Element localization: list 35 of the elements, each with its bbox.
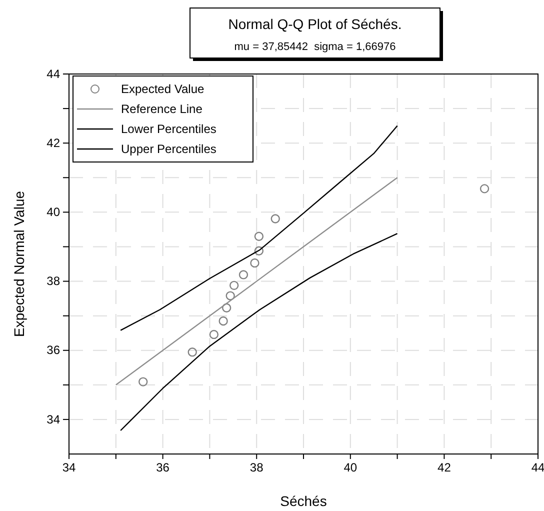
y-tick-label: 40 (46, 205, 60, 220)
legend-label: Expected Value (121, 82, 204, 96)
x-tick-label: 44 (531, 460, 544, 475)
chart-subtitle: mu = 37,85442 sigma = 1,66976 (234, 41, 396, 53)
legend-label: Reference Line (121, 102, 203, 116)
legend-label: Upper Percentiles (121, 142, 216, 156)
y-axis-title: Expected Normal Value (11, 190, 27, 338)
x-tick-label: 42 (438, 460, 452, 475)
point (480, 184, 490, 194)
chart-title: Normal Q-Q Plot of Séchés. (228, 16, 402, 32)
x-tick-label: 34 (62, 460, 76, 475)
point (238, 270, 248, 280)
point (138, 377, 148, 386)
point (226, 291, 235, 300)
point (254, 246, 264, 256)
y-tick-label: 36 (46, 343, 60, 358)
x-tick-label: 38 (250, 460, 264, 475)
point (218, 316, 228, 326)
line-series (120, 233, 398, 432)
point (250, 258, 260, 268)
y-tick-label: 42 (46, 136, 60, 150)
point (188, 348, 197, 357)
x-tick-label: 40 (344, 460, 358, 475)
legend-label: Lower Percentiles (121, 122, 216, 136)
point (254, 232, 264, 241)
line-series (120, 125, 398, 331)
point (222, 303, 232, 312)
x-axis-title: Séchés (280, 493, 327, 509)
point (230, 280, 239, 290)
y-tick-label: 34 (46, 412, 60, 426)
x-tick-label: 36 (156, 460, 170, 475)
y-tick-label: 38 (46, 274, 60, 288)
y-tick-label: 44 (46, 66, 60, 81)
point (209, 330, 219, 340)
point (270, 214, 280, 224)
